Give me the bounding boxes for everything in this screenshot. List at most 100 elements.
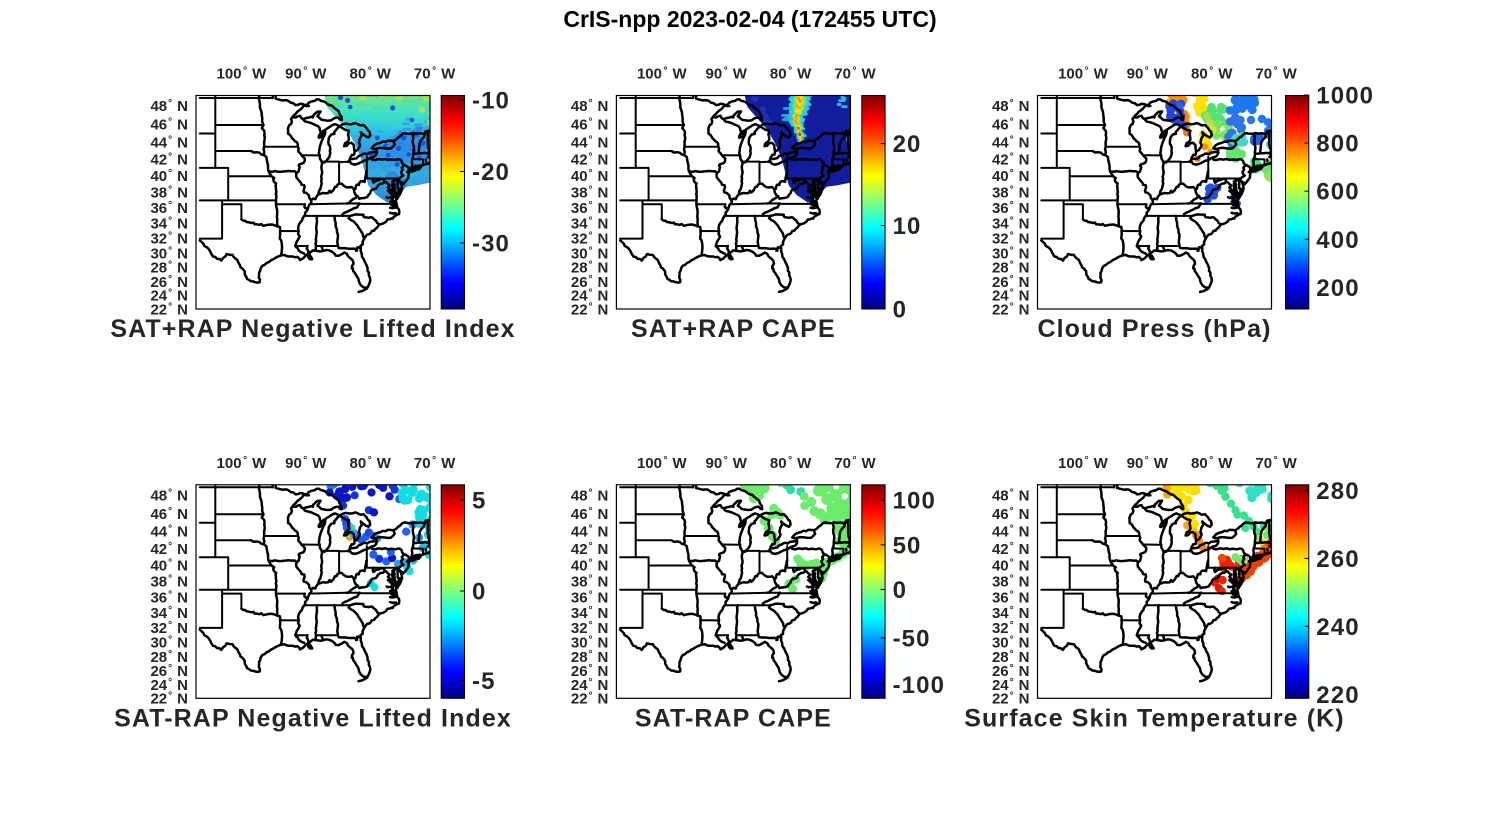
svg-text:24°N: 24° N [571, 677, 609, 694]
svg-text:-50: -50 [893, 625, 931, 652]
svg-text:-10: -10 [472, 88, 510, 115]
svg-text:30°N: 30° N [992, 245, 1030, 262]
svg-text:32°N: 32° N [571, 620, 609, 637]
svg-text:Cloud Press (hPa): Cloud Press (hPa) [1037, 315, 1271, 343]
svg-text:26°N: 26° N [571, 274, 609, 291]
svg-text:80°W: 80 ° W [350, 455, 392, 472]
svg-text:22°N: 22° N [571, 301, 609, 318]
svg-text:46°N: 46° N [150, 117, 188, 134]
svg-text:48°N: 48° N [992, 487, 1030, 504]
svg-text:90°W: 90 ° W [1127, 66, 1169, 83]
svg-text:22°N: 22° N [992, 691, 1030, 708]
svg-text:32°N: 32° N [992, 231, 1030, 248]
svg-text:28°N: 28° N [150, 260, 188, 277]
svg-text:36°N: 36° N [992, 200, 1030, 217]
svg-text:48°N: 48° N [571, 487, 609, 504]
svg-text:0: 0 [893, 577, 907, 604]
svg-text:38°N: 38° N [992, 184, 1030, 201]
svg-text:48°N: 48° N [571, 98, 609, 115]
svg-text:36°N: 36° N [571, 200, 609, 217]
svg-text:44°N: 44° N [150, 134, 188, 151]
svg-text:36°N: 36° N [150, 200, 188, 217]
svg-text:36°N: 36° N [150, 590, 188, 607]
svg-text:22°N: 22° N [150, 691, 188, 708]
svg-text:Surface Skin Temperature (K): Surface Skin Temperature (K) [964, 704, 1344, 732]
svg-text:34°N: 34° N [571, 605, 609, 622]
svg-text:-30: -30 [472, 231, 510, 258]
svg-text:40°N: 40° N [571, 558, 609, 575]
svg-text:50: 50 [893, 532, 922, 559]
svg-text:28°N: 28° N [571, 649, 609, 666]
svg-text:90°W: 90 ° W [706, 455, 748, 472]
svg-text:38°N: 38° N [150, 184, 188, 201]
svg-text:40°N: 40° N [150, 558, 188, 575]
svg-text:34°N: 34° N [150, 605, 188, 622]
svg-text:22°N: 22° N [992, 301, 1030, 318]
svg-text:400: 400 [1316, 227, 1359, 254]
svg-text:32°N: 32° N [992, 620, 1030, 637]
svg-text:70°W: 70 ° W [414, 66, 456, 83]
svg-text:26°N: 26° N [571, 663, 609, 680]
svg-text:36°N: 36° N [571, 590, 609, 607]
svg-text:46°N: 46° N [571, 117, 609, 134]
svg-text:38°N: 38° N [571, 574, 609, 591]
svg-text:28°N: 28° N [150, 649, 188, 666]
svg-text:48°N: 48° N [150, 487, 188, 504]
svg-text:SAT-RAP Negative Lifted Index: SAT-RAP Negative Lifted Index [114, 704, 512, 732]
svg-text:0: 0 [472, 579, 486, 606]
svg-text:70°W: 70 ° W [834, 66, 876, 83]
svg-text:0: 0 [893, 297, 907, 324]
svg-text:280: 280 [1316, 478, 1359, 505]
svg-text:90°W: 90 ° W [285, 455, 327, 472]
svg-text:24°N: 24° N [992, 288, 1030, 305]
svg-text:20: 20 [893, 131, 922, 158]
svg-text:80°W: 80 ° W [1191, 455, 1233, 472]
svg-text:42°N: 42° N [571, 541, 609, 558]
svg-text:260: 260 [1316, 546, 1359, 573]
svg-text:46°N: 46° N [992, 117, 1030, 134]
svg-text:42°N: 42° N [150, 541, 188, 558]
svg-text:22°N: 22° N [150, 301, 188, 318]
svg-text:80°W: 80 ° W [770, 455, 812, 472]
svg-text:24°N: 24° N [571, 288, 609, 305]
svg-text:-20: -20 [472, 159, 510, 186]
svg-text:28°N: 28° N [992, 649, 1030, 666]
svg-text:200: 200 [1316, 275, 1359, 302]
svg-text:SAT+RAP Negative Lifted Index: SAT+RAP Negative Lifted Index [110, 315, 515, 343]
svg-text:42°N: 42° N [992, 152, 1030, 169]
svg-text:70°W: 70 ° W [1255, 455, 1297, 472]
svg-text:5: 5 [472, 488, 486, 515]
svg-text:40°N: 40° N [571, 168, 609, 185]
svg-text:80°W: 80 ° W [770, 66, 812, 83]
svg-text:28°N: 28° N [571, 260, 609, 277]
svg-text:34°N: 34° N [992, 605, 1030, 622]
svg-text:100: 100 [893, 488, 936, 515]
svg-text:800: 800 [1316, 131, 1359, 158]
svg-text:34°N: 34° N [992, 216, 1030, 233]
svg-text:100°W: 100 ° W [637, 66, 688, 83]
svg-text:38°N: 38° N [992, 574, 1030, 591]
svg-text:70°W: 70 ° W [414, 455, 456, 472]
svg-text:26°N: 26° N [150, 274, 188, 291]
svg-text:24°N: 24° N [992, 677, 1030, 694]
svg-text:44°N: 44° N [992, 134, 1030, 151]
svg-text:42°N: 42° N [992, 541, 1030, 558]
svg-text:90°W: 90 ° W [706, 66, 748, 83]
svg-text:44°N: 44° N [150, 524, 188, 541]
svg-text:30°N: 30° N [150, 245, 188, 262]
svg-text:44°N: 44° N [571, 134, 609, 151]
svg-text:26°N: 26° N [150, 663, 188, 680]
svg-text:30°N: 30° N [992, 635, 1030, 652]
svg-text:-5: -5 [472, 668, 496, 695]
svg-text:44°N: 44° N [992, 524, 1030, 541]
svg-text:44°N: 44° N [571, 524, 609, 541]
svg-text:30°N: 30° N [571, 635, 609, 652]
svg-text:26°N: 26° N [992, 274, 1030, 291]
svg-text:70°W: 70 ° W [1255, 66, 1297, 83]
svg-text:32°N: 32° N [571, 231, 609, 248]
svg-text:CrIS-npp 2023-02-04 (172455 UT: CrIS-npp 2023-02-04 (172455 UTC) [563, 6, 936, 32]
svg-text:24°N: 24° N [150, 288, 188, 305]
svg-text:46°N: 46° N [150, 506, 188, 523]
svg-text:32°N: 32° N [150, 620, 188, 637]
svg-text:42°N: 42° N [150, 152, 188, 169]
